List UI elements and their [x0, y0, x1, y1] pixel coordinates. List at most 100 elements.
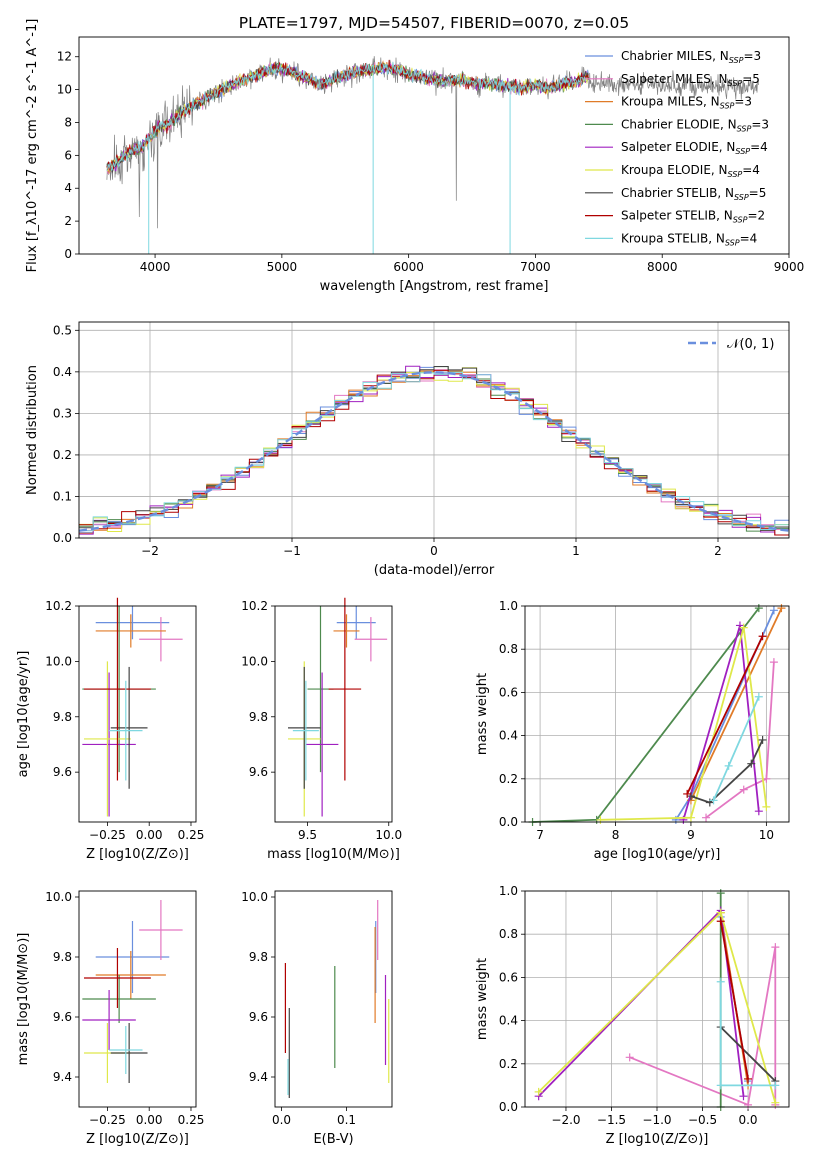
y-tick-label: 0.1	[53, 489, 72, 503]
x-tick-label: −0.25	[89, 828, 126, 842]
spectrum-legend: Chabrier MILES, NSSP=3 Salpeter MILES, NS…	[585, 49, 769, 247]
x-tick-label: 1	[572, 544, 580, 558]
legend-label-value: =2	[747, 209, 765, 223]
x-tick-label: 8	[612, 828, 620, 842]
legend-label: Chabrier STELIB, NSSP=5	[621, 186, 766, 202]
y-tick-label: 0.0	[499, 815, 518, 829]
weight-marker	[754, 692, 763, 701]
x-tick-label: 5000	[267, 260, 298, 274]
x-tick-label: 0.00	[136, 1113, 163, 1127]
spectrum-model-line	[106, 61, 587, 172]
axes-frame	[524, 890, 790, 1108]
legend-label-value: =4	[742, 163, 760, 177]
x-axis-label: mass [log10(M/M⊙)]	[267, 847, 400, 862]
y-tick-label: 9.8	[249, 950, 268, 964]
legend-label-subscript: SSP	[725, 238, 740, 247]
x-tick-label: 6000	[393, 260, 424, 274]
x-tick-label: −1.5	[597, 1113, 626, 1127]
y-tick-label: 9.8	[53, 710, 72, 724]
legend-label: Chabrier MILES, NSSP=3	[621, 49, 761, 65]
x-tick-label: −2	[141, 544, 159, 558]
panel-weight-vs-Z: −2.0 −1.5 −1.0 −0.5 0.0 0.0 0.2 0.4 0.6 0.8 1.0 Z […	[475, 884, 790, 1147]
y-axis-label: mass [log10(M/M⊙)]	[16, 933, 31, 1066]
x-tick-label: 8000	[647, 260, 678, 274]
y-tick-label: 8	[64, 115, 72, 129]
legend-label-value: =3	[734, 95, 752, 109]
y-axis-label: age [log10(age/yr)]	[16, 651, 31, 778]
y-tick-label: 0.0	[499, 1100, 518, 1114]
y-tick-label: 0.0	[53, 531, 72, 545]
panel-age-vs-mass: 9.5 10.0 9.6 9.8 10.0 10.2 mass [log10(M/M⊙)]	[241, 597, 402, 862]
weight-marker	[724, 761, 733, 770]
weight-marker	[716, 908, 725, 917]
y-tick-label: 0.6	[499, 685, 518, 699]
y-tick-label: 0.2	[499, 1057, 518, 1071]
panel-spectrum: 4000 5000 6000 7000 8000 9000 0 2 4 6 8 10 12 wavelen…	[25, 19, 804, 294]
weight-line	[600, 627, 768, 821]
weight-marker	[534, 1087, 543, 1096]
legend-label-subscript: SSP	[728, 170, 743, 179]
x-tick-label: 9	[687, 828, 695, 842]
legend-label-value: =5	[742, 72, 760, 86]
x-tick-label: 9.5	[298, 828, 317, 842]
weight-marker	[754, 604, 763, 613]
y-tick-label: 0.4	[499, 729, 518, 743]
weight-line	[686, 635, 764, 795]
x-tick-label: −1.0	[642, 1113, 671, 1127]
weight-marker	[709, 796, 718, 805]
legend-label-subscript: SSP	[737, 124, 752, 133]
y-tick-label: 0.4	[53, 365, 72, 379]
axes-frame	[78, 36, 790, 255]
legend-label: Salpeter ELODIE, NSSP=4	[621, 140, 768, 156]
weight-marker	[771, 1081, 780, 1090]
y-tick-label: 10.0	[241, 654, 268, 668]
y-tick-label: 10.2	[45, 599, 72, 613]
x-axis-label: E(B-V)	[313, 1132, 353, 1147]
weight-line	[538, 908, 745, 1097]
x-tick-label: −0.5	[688, 1113, 717, 1127]
axes-frame	[274, 890, 393, 1108]
y-axis-label: Flux [f_λ10^-17 erg cm^-2 s^-1 A^-1]	[25, 19, 40, 273]
weight-marker	[716, 1081, 725, 1090]
y-tick-label: 12	[57, 50, 72, 64]
x-tick-label: 0.00	[136, 828, 163, 842]
y-tick-label: 0.8	[499, 642, 518, 656]
legend-label-subscript: SSP	[720, 102, 735, 111]
y-axis-label: mass weight	[475, 673, 490, 755]
x-tick-label: 0.0	[738, 1113, 757, 1127]
weight-marker	[596, 815, 605, 824]
y-tick-label: 4	[64, 181, 72, 195]
x-tick-label: 0.25	[178, 1113, 205, 1127]
legend-label-value: =4	[750, 140, 768, 154]
panel-mass-vs-Z: −0.25 0.00 0.25 9.4 9.6 9.8 10.0 Z [log10(Z/Z⊙)…	[16, 890, 204, 1147]
weight-marker	[739, 623, 748, 632]
legend-label: Salpeter MILES, NSSP=5	[621, 72, 760, 88]
y-tick-label: 9.4	[249, 1070, 268, 1084]
x-tick-label: −0.25	[89, 1113, 126, 1127]
x-tick-label: −2.0	[551, 1113, 580, 1127]
y-tick-label: 9.6	[249, 765, 268, 779]
weight-marker	[716, 917, 725, 926]
y-tick-label: 1.0	[499, 599, 518, 613]
weight-marker	[769, 658, 778, 667]
legend-label: 𝒩(0, 1)	[727, 337, 774, 352]
x-tick-label: 0.1	[337, 1113, 356, 1127]
x-tick-label: 7	[536, 828, 544, 842]
axes-frame	[78, 321, 790, 539]
weight-marker	[747, 759, 756, 768]
legend-label-subscript: SSP	[733, 216, 748, 225]
y-tick-label: 1.0	[499, 884, 518, 898]
y-tick-label: 2	[64, 214, 72, 228]
x-tick-label: 9000	[774, 260, 805, 274]
weight-marker	[744, 1100, 753, 1109]
weight-marker	[777, 604, 786, 613]
y-tick-label: 0	[64, 247, 72, 261]
y-tick-label: 9.8	[53, 950, 72, 964]
weight-marker	[771, 943, 780, 952]
weight-marker	[754, 807, 763, 816]
figure-title: PLATE=1797, MJD=54507, FIBERID=0070, z=0…	[239, 14, 629, 32]
panels: 4000 5000 6000 7000 8000 9000024681012wavelen…	[16, 19, 804, 1147]
panel-residuals: −2 −1 0 1 2 0.0 0.1 0.2 0.3 0.4 0.5 (data-model)/er…	[25, 321, 790, 578]
legend-label: Salpeter STELIB, NSSP=2	[621, 209, 765, 225]
